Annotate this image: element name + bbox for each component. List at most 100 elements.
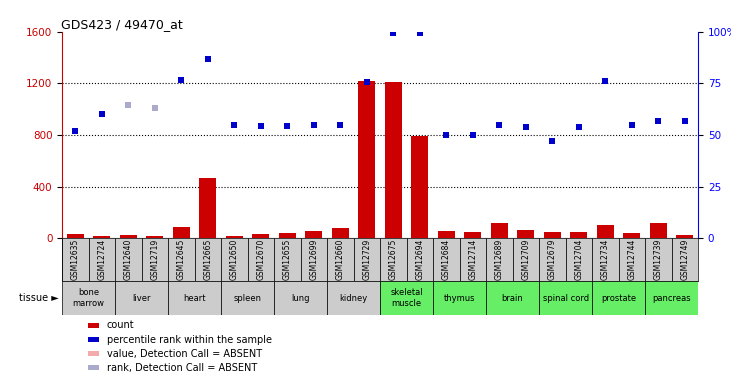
Text: kidney: kidney [339,294,368,303]
Bar [406,238,433,281]
Bar [115,238,142,281]
FancyBboxPatch shape [592,281,645,315]
Bar [327,238,354,281]
Bar [168,238,194,281]
Text: heart: heart [183,294,206,303]
Bar [676,235,694,238]
Bar [464,232,482,238]
FancyBboxPatch shape [221,281,274,315]
FancyBboxPatch shape [62,281,115,315]
Text: GSM12694: GSM12694 [415,239,425,280]
Bar [486,238,512,281]
Bar [279,233,296,238]
Bar [460,238,486,281]
Bar [412,136,428,238]
Bar [194,238,221,281]
FancyBboxPatch shape [327,281,380,315]
Text: GSM12734: GSM12734 [601,239,610,280]
Text: GSM12645: GSM12645 [177,239,186,280]
Bar [512,238,539,281]
Bar [88,238,115,281]
Bar [120,235,137,238]
FancyBboxPatch shape [115,281,168,315]
Text: GSM12665: GSM12665 [203,239,213,280]
Text: spinal cord: spinal cord [542,294,588,303]
FancyBboxPatch shape [380,281,433,315]
Bar [142,238,168,281]
Bar [248,238,274,281]
Text: GSM12675: GSM12675 [389,239,398,280]
FancyBboxPatch shape [274,281,327,315]
Text: prostate: prostate [601,294,636,303]
Bar [438,231,455,238]
Text: GSM12749: GSM12749 [681,239,689,280]
Text: percentile rank within the sample: percentile rank within the sample [107,334,272,345]
Text: bone
marrow: bone marrow [72,288,105,308]
Text: value, Detection Call = ABSENT: value, Detection Call = ABSENT [107,349,262,359]
Text: GSM12709: GSM12709 [521,239,531,280]
Bar [380,238,406,281]
Text: GSM12719: GSM12719 [151,239,159,280]
Text: liver: liver [132,294,151,303]
Bar [354,238,380,281]
Bar [67,234,84,238]
Bar [645,238,672,281]
Text: GSM12689: GSM12689 [495,239,504,280]
Text: pancreas: pancreas [652,294,691,303]
Text: GSM12729: GSM12729 [363,239,371,280]
Text: thymus: thymus [444,294,475,303]
Bar [491,223,508,238]
Bar [596,225,614,238]
FancyBboxPatch shape [645,281,698,315]
Text: GSM12724: GSM12724 [97,239,107,280]
Bar [146,236,164,238]
Bar [624,233,640,238]
Text: GSM12684: GSM12684 [442,239,451,280]
Bar [650,223,667,238]
FancyBboxPatch shape [168,281,221,315]
Text: GSM12714: GSM12714 [469,239,477,280]
Bar [252,234,270,238]
Text: GSM12704: GSM12704 [575,239,583,280]
Bar [570,232,588,238]
Bar [618,238,645,281]
Bar [221,238,248,281]
Bar [306,231,322,238]
Bar [88,351,99,356]
Text: lung: lung [292,294,310,303]
Text: GSM12655: GSM12655 [283,239,292,280]
Text: GSM12744: GSM12744 [627,239,637,280]
Bar [592,238,618,281]
Bar [62,238,88,281]
Bar [88,323,99,328]
Bar [300,238,327,281]
Text: GSM12660: GSM12660 [336,239,345,280]
Bar [358,81,376,238]
Bar [200,177,216,238]
FancyBboxPatch shape [539,281,592,315]
Text: rank, Detection Call = ABSENT: rank, Detection Call = ABSENT [107,363,257,373]
Bar [332,228,349,238]
Text: GSM12670: GSM12670 [257,239,265,280]
Bar [173,226,190,238]
Text: GSM12739: GSM12739 [654,239,663,280]
Text: tissue ►: tissue ► [19,293,58,303]
Text: skeletal
muscle: skeletal muscle [390,288,423,308]
Text: spleen: spleen [234,294,262,303]
Text: GSM12699: GSM12699 [309,239,319,280]
Text: GSM12635: GSM12635 [71,239,80,280]
Bar [672,238,698,281]
Bar [226,236,243,238]
Text: count: count [107,321,135,330]
Bar [539,238,566,281]
Bar [518,230,534,238]
FancyBboxPatch shape [433,281,486,315]
Bar [385,82,402,238]
Bar [88,337,99,342]
Bar [88,365,99,370]
Bar [274,238,300,281]
Text: GSM12679: GSM12679 [548,239,557,280]
Text: brain: brain [501,294,523,303]
FancyBboxPatch shape [486,281,539,315]
Text: GSM12650: GSM12650 [230,239,239,280]
